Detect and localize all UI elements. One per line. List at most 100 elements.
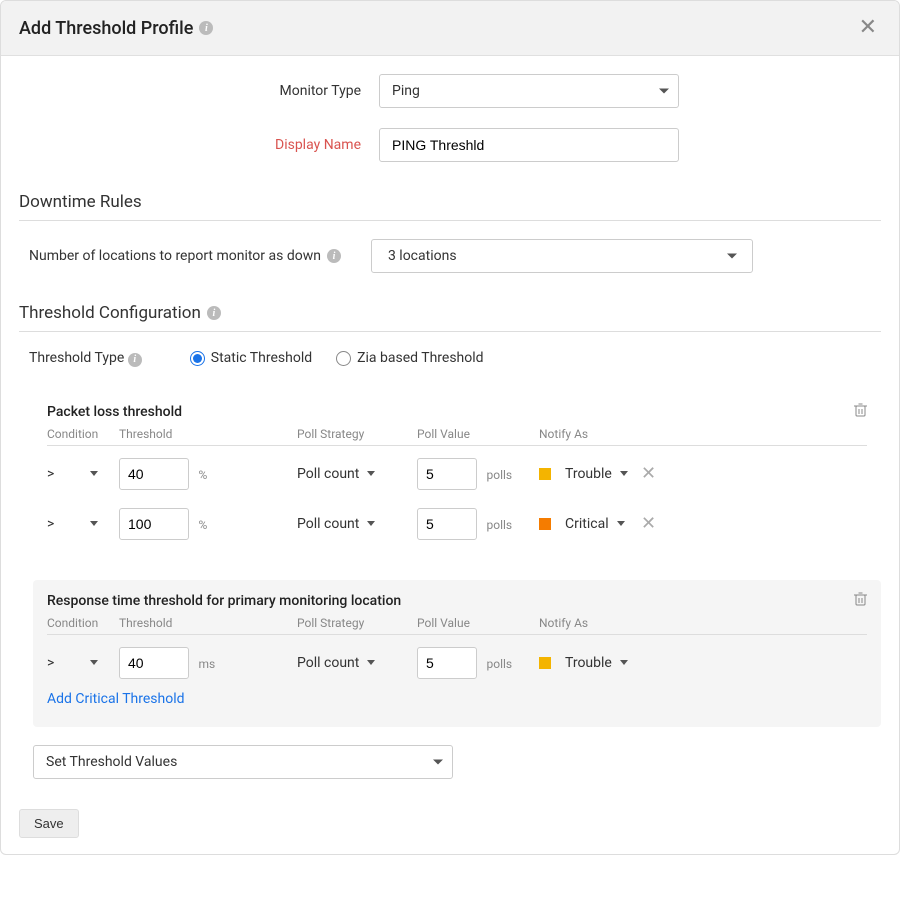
set-values-label: Set Threshold Values <box>33 745 453 779</box>
notify-select[interactable]: Trouble <box>539 466 629 482</box>
modal-title-wrap: Add Threshold Profile i <box>19 18 213 39</box>
locations-select[interactable]: 3 locations <box>371 239 753 273</box>
pollvalue-input[interactable] <box>417 458 477 490</box>
trash-icon[interactable] <box>854 592 867 610</box>
modal-header: Add Threshold Profile i ✕ <box>1 1 899 56</box>
chevron-down-icon <box>367 471 375 476</box>
radio-icon <box>190 351 205 366</box>
info-icon[interactable]: i <box>128 353 142 367</box>
threshold-unit: % <box>198 468 207 482</box>
radio-zia-label: Zia based Threshold <box>357 350 483 366</box>
threshold-row: > % Poll count polls Trouble ✕ <box>47 458 867 490</box>
strategy-select[interactable]: Poll count <box>297 466 417 482</box>
col-notify: Notify As <box>539 616 629 630</box>
condition-value: > <box>47 466 54 482</box>
status-swatch <box>539 468 551 480</box>
strategy-select[interactable]: Poll count <box>297 655 417 671</box>
info-icon[interactable]: i <box>327 249 341 263</box>
modal: Add Threshold Profile i ✕ Monitor Type P… <box>0 0 900 855</box>
save-button[interactable]: Save <box>19 809 79 838</box>
chevron-down-icon <box>90 521 98 526</box>
info-icon[interactable]: i <box>207 306 221 320</box>
threshold-type-label: Threshold Type <box>29 350 124 366</box>
notify-value: Trouble <box>565 655 612 671</box>
footer: Save <box>1 797 899 854</box>
packet-col-headers: Condition Threshold Poll Strategy Poll V… <box>47 427 867 446</box>
pollvalue-unit: polls <box>486 468 512 482</box>
row-locations: Number of locations to report monitor as… <box>19 239 881 273</box>
col-strategy: Poll Strategy <box>297 616 417 630</box>
chevron-down-icon <box>620 471 628 476</box>
threshold-unit: % <box>198 518 207 532</box>
pollvalue-unit: polls <box>486 518 512 532</box>
downtime-title: Downtime Rules <box>19 192 142 212</box>
threshold-unit: ms <box>198 657 215 671</box>
chevron-down-icon <box>620 660 628 665</box>
packet-heading: Packet loss threshold <box>47 403 867 421</box>
col-strategy: Poll Strategy <box>297 427 417 441</box>
set-values-wrap: Set Threshold Values <box>33 745 881 779</box>
response-heading: Response time threshold for primary moni… <box>47 592 867 610</box>
chevron-down-icon <box>90 660 98 665</box>
threshold-input[interactable] <box>119 508 189 540</box>
set-values-select[interactable]: Set Threshold Values <box>33 745 453 779</box>
remove-row-icon[interactable]: ✕ <box>641 513 656 534</box>
display-name-input[interactable] <box>379 128 679 162</box>
col-notify: Notify As <box>539 427 629 441</box>
modal-title: Add Threshold Profile <box>19 18 193 39</box>
condition-select[interactable]: > <box>47 466 119 482</box>
notify-select[interactable]: Critical <box>539 516 629 532</box>
status-swatch <box>539 518 551 530</box>
modal-body: Monitor Type Ping Display Name Downtime … <box>1 56 899 797</box>
chevron-down-icon <box>617 521 625 526</box>
strategy-select[interactable]: Poll count <box>297 516 417 532</box>
locations-value: 3 locations <box>371 239 753 273</box>
col-threshold: Threshold <box>119 616 297 630</box>
close-icon[interactable]: ✕ <box>855 15 881 41</box>
packet-rows: > % Poll count polls Trouble ✕ <box>47 458 867 540</box>
pollvalue-unit: polls <box>486 657 512 671</box>
notify-select[interactable]: Trouble <box>539 655 629 671</box>
condition-value: > <box>47 516 54 532</box>
radio-zia[interactable]: Zia based Threshold <box>336 350 483 366</box>
pollvalue-input[interactable] <box>417 647 477 679</box>
section-downtime: Downtime Rules <box>19 192 881 221</box>
notify-value: Critical <box>565 516 609 532</box>
status-swatch <box>539 657 551 669</box>
pollvalue-input[interactable] <box>417 508 477 540</box>
locations-label: Number of locations to report monitor as… <box>29 248 321 264</box>
threshold-row: > ms Poll count polls Trouble <box>47 647 867 679</box>
strategy-value: Poll count <box>297 466 359 482</box>
radio-static[interactable]: Static Threshold <box>190 350 312 366</box>
radio-static-label: Static Threshold <box>211 350 312 366</box>
monitor-type-select[interactable]: Ping <box>379 74 679 108</box>
config-title: Threshold Configuration <box>19 303 201 323</box>
monitor-type-label: Monitor Type <box>19 83 379 99</box>
chevron-down-icon <box>659 89 669 94</box>
row-monitor-type: Monitor Type Ping <box>19 74 881 108</box>
threshold-row: > % Poll count polls Critical ✕ <box>47 508 867 540</box>
radio-icon <box>336 351 351 366</box>
trash-icon[interactable] <box>854 403 867 421</box>
monitor-type-value: Ping <box>379 74 679 108</box>
col-condition: Condition <box>47 616 119 630</box>
threshold-type-group: Threshold Type i Static Threshold Zia ba… <box>19 350 881 367</box>
chevron-down-icon <box>90 471 98 476</box>
add-critical-link[interactable]: Add Critical Threshold <box>47 691 185 707</box>
response-block: Response time threshold for primary moni… <box>33 580 881 727</box>
response-title: Response time threshold for primary moni… <box>47 593 401 609</box>
packet-title: Packet loss threshold <box>47 404 182 420</box>
strategy-value: Poll count <box>297 516 359 532</box>
threshold-input[interactable] <box>119 458 189 490</box>
condition-select[interactable]: > <box>47 655 119 671</box>
packet-block: Packet loss threshold Condition Threshol… <box>33 391 881 556</box>
remove-row-icon[interactable]: ✕ <box>641 463 656 484</box>
threshold-input[interactable] <box>119 647 189 679</box>
condition-select[interactable]: > <box>47 516 119 532</box>
col-condition: Condition <box>47 427 119 441</box>
display-name-label: Display Name <box>19 137 379 153</box>
info-icon[interactable]: i <box>199 21 213 35</box>
locations-label-wrap: Number of locations to report monitor as… <box>29 248 341 264</box>
notify-value: Trouble <box>565 466 612 482</box>
strategy-value: Poll count <box>297 655 359 671</box>
